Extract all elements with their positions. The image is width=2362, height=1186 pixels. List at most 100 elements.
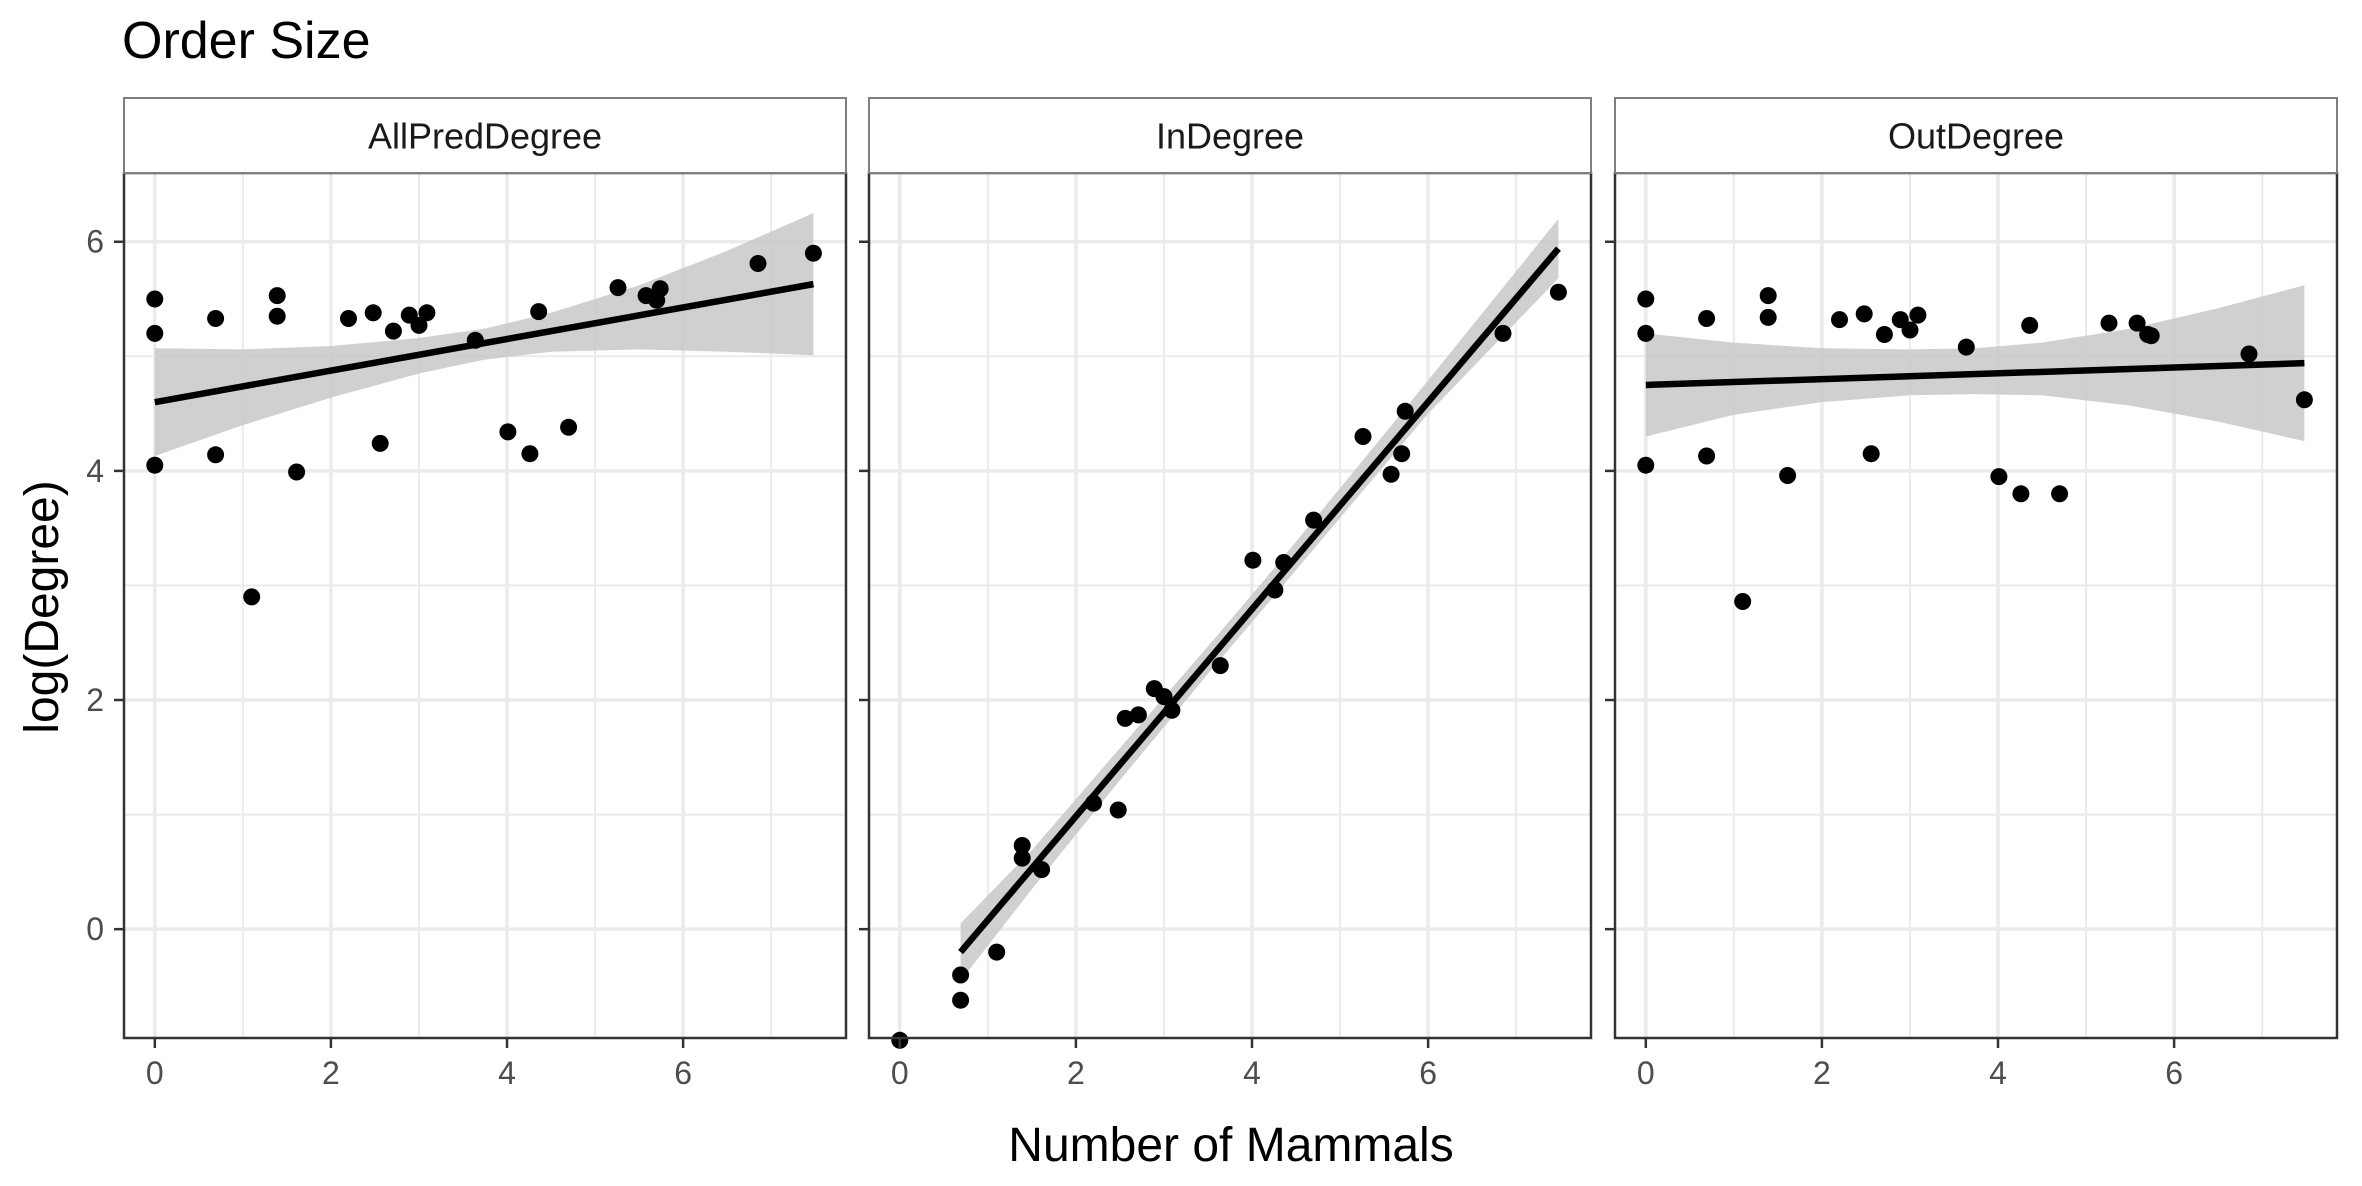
data-point <box>749 255 767 272</box>
data-point <box>207 446 225 464</box>
data-point <box>146 290 164 308</box>
confidence-band <box>154 213 814 456</box>
data-point <box>1393 445 1411 463</box>
data-point <box>499 423 517 441</box>
data-point <box>364 304 382 322</box>
data-point <box>1549 283 1567 301</box>
data-point <box>2295 391 2313 409</box>
x-tick-label: 2 <box>1813 1055 1831 1091</box>
data-point <box>1734 593 1752 610</box>
facet-strip-label: OutDegree <box>1888 116 2064 157</box>
x-tick-label: 6 <box>674 1055 692 1091</box>
data-point <box>1354 428 1372 445</box>
data-point <box>1759 308 1777 326</box>
data-point <box>2021 316 2039 334</box>
data-point <box>146 324 164 342</box>
x-tick-label: 4 <box>1989 1055 2007 1091</box>
data-point <box>207 310 225 327</box>
data-point <box>560 418 578 436</box>
data-point <box>1901 321 1919 339</box>
data-point <box>1831 311 1848 329</box>
panel-background <box>1615 173 2337 1038</box>
facet-strip <box>868 97 1592 174</box>
x-axis-label: Number of Mammals <box>1008 1119 1453 1172</box>
panel-background <box>869 173 1591 1038</box>
data-point <box>1637 324 1655 342</box>
data-point <box>804 244 822 262</box>
data-point <box>1244 551 1262 569</box>
data-point <box>2100 314 2118 332</box>
regression-line <box>154 280 814 406</box>
x-tick-label: 6 <box>2165 1055 2183 1091</box>
facet-strip <box>1614 97 2338 174</box>
data-point <box>1396 402 1414 420</box>
data-point <box>2240 345 2258 363</box>
y-axis-label: log(Degree) <box>16 480 69 733</box>
facet-strip <box>123 97 847 174</box>
data-point <box>1013 837 1031 854</box>
x-tick-label: 4 <box>498 1055 516 1091</box>
data-point <box>609 279 627 297</box>
data-point <box>340 310 357 327</box>
data-point <box>1116 709 1134 727</box>
data-point <box>1129 706 1147 724</box>
data-point <box>1382 465 1400 483</box>
data-point <box>2142 327 2160 345</box>
data-point <box>1637 290 1655 308</box>
x-tick-label: 2 <box>322 1055 340 1091</box>
data-point <box>1013 849 1031 867</box>
data-point <box>988 943 1006 961</box>
data-point <box>268 307 286 325</box>
facet-strip-label: AllPredDegree <box>368 116 602 157</box>
data-point <box>1211 657 1229 675</box>
x-tick-label: 2 <box>1067 1055 1085 1091</box>
x-tick-label: 0 <box>891 1055 909 1091</box>
x-tick-label: 4 <box>1243 1055 1261 1091</box>
data-point <box>1909 306 1927 324</box>
data-point <box>288 463 306 481</box>
data-point <box>371 434 389 452</box>
data-point <box>1305 511 1323 529</box>
data-point <box>530 303 548 321</box>
data-point <box>384 322 402 340</box>
data-point <box>268 287 286 305</box>
y-tick-label: 2 <box>86 682 104 718</box>
x-tick-label: 0 <box>146 1055 164 1091</box>
x-tick-label: 0 <box>1637 1055 1655 1091</box>
data-point <box>952 966 970 984</box>
data-point <box>146 456 164 474</box>
data-point <box>1862 445 1880 463</box>
data-point <box>521 445 539 463</box>
facet-panel-indegree: InDegree 0 2 4 6 <box>859 97 1593 1091</box>
data-point <box>1698 447 1716 465</box>
data-point <box>651 280 669 298</box>
data-point <box>1698 310 1716 327</box>
data-point <box>2012 485 2030 503</box>
data-point <box>410 316 428 334</box>
data-point <box>1855 305 1873 323</box>
data-point <box>1990 468 2008 486</box>
y-tick-label: 6 <box>86 224 104 260</box>
data-point <box>1957 338 1975 356</box>
data-point <box>2128 314 2146 332</box>
regression-line <box>958 246 1561 955</box>
facet-panel-outdegree: OutDegree 0 2 4 6 <box>1605 97 2339 1091</box>
y-tick-label: 4 <box>86 453 104 489</box>
data-point <box>1779 467 1797 484</box>
y-tick-label: 0 <box>86 911 104 947</box>
data-point <box>1637 456 1655 474</box>
chart-title: Order Size <box>122 12 371 70</box>
data-point <box>2051 485 2069 503</box>
data-point <box>1759 287 1777 305</box>
data-point <box>1155 688 1173 706</box>
data-point <box>418 304 436 322</box>
x-tick-label: 6 <box>1419 1055 1437 1091</box>
data-point <box>1494 324 1512 342</box>
regression-line <box>1645 359 2305 389</box>
facet-panel-allpreddegree: AllPredDegree 0 2 4 6 0 2 4 6 <box>86 97 848 1091</box>
facet-strip-label: InDegree <box>1156 116 1304 157</box>
confidence-band <box>1645 285 2305 442</box>
